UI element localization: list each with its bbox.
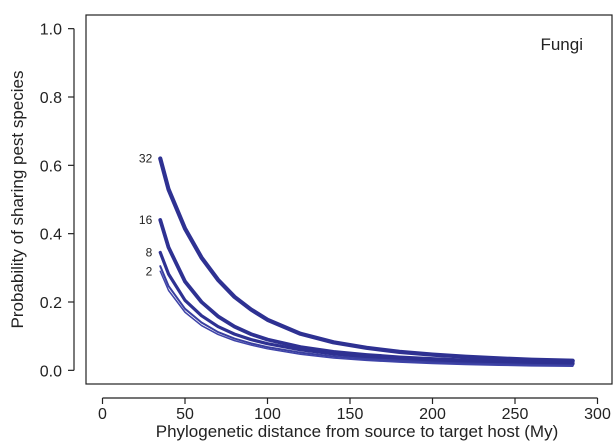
x-tick-label: 150 (337, 406, 364, 423)
plot-frame (85, 14, 613, 385)
y-axis-title: Probability of sharing pest species (8, 71, 27, 329)
series-label: 8 (146, 245, 153, 259)
series-line (158, 156, 575, 363)
y-tick-label: 0.8 (40, 90, 62, 107)
x-axis: 0 50 100 150 200 250 300 (98, 397, 611, 423)
panel-label: Fungi (540, 35, 583, 54)
x-tick-label: 200 (419, 406, 446, 423)
series-line (159, 265, 574, 367)
series-line (158, 250, 575, 366)
x-axis-title: Phylogenetic distance from source to tar… (156, 422, 559, 441)
series-line (158, 218, 575, 366)
y-axis: 0.0 0.2 0.4 0.6 0.8 1.0 (40, 22, 75, 380)
x-tick-label: 50 (176, 406, 194, 423)
x-tick-label: 100 (254, 406, 281, 423)
x-tick-label: 250 (502, 406, 529, 423)
y-tick-label: 0.2 (40, 295, 62, 312)
series-layer: 32 16 8 2 (139, 152, 575, 367)
y-tick-label: 0.0 (40, 363, 62, 380)
y-tick-label: 0.6 (40, 158, 62, 175)
series-label: 2 (146, 264, 153, 278)
series-line (159, 270, 574, 367)
x-tick-label: 300 (584, 406, 611, 423)
series-label: 32 (139, 152, 153, 166)
x-tick-label: 0 (98, 406, 107, 423)
series-label: 16 (139, 213, 153, 227)
y-tick-label: 0.4 (40, 227, 62, 244)
y-tick-label: 1.0 (40, 22, 62, 39)
